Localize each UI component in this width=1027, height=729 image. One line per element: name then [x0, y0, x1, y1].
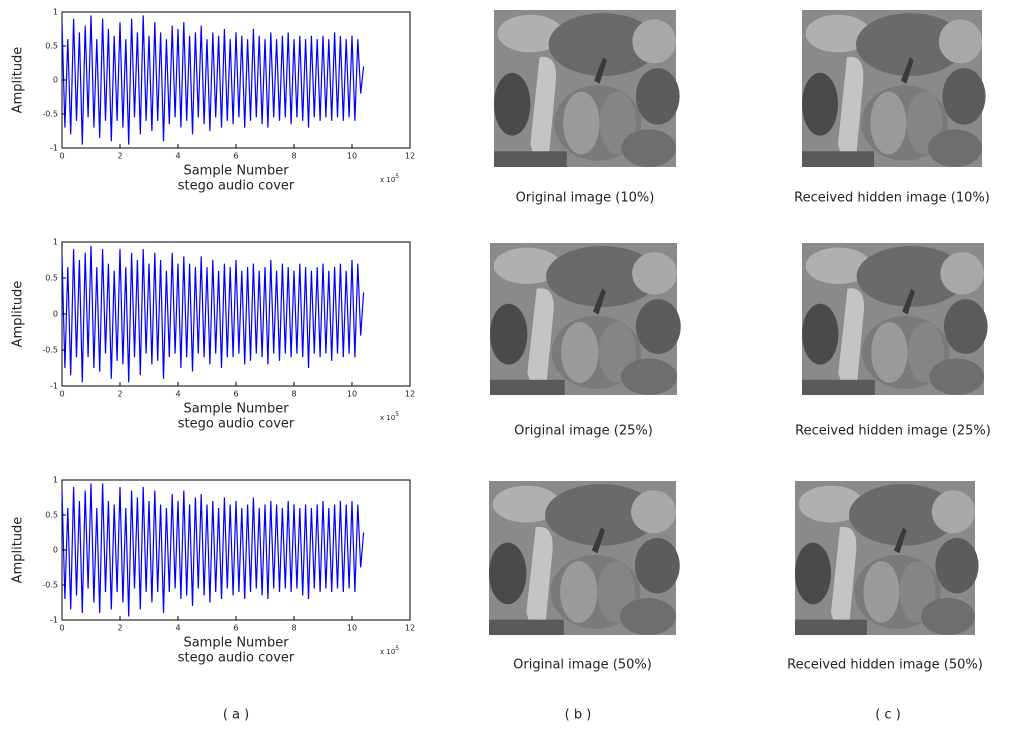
- panel-label: ( a ): [223, 708, 249, 723]
- image-caption: Received hidden image (10%): [794, 191, 990, 206]
- images: Original image (10%) Received hidden imag…: [223, 10, 991, 723]
- panel-label: ( b ): [565, 708, 592, 723]
- y-tick-label: -1: [50, 616, 58, 625]
- y-tick-label: -0.5: [42, 581, 58, 590]
- waveform: [61, 15, 365, 145]
- multiplier-exponent: 5: [395, 173, 399, 180]
- x-tick-label: 12: [405, 624, 415, 633]
- y-tick-label: -1: [50, 144, 58, 153]
- x-tick-label: 2: [117, 152, 122, 161]
- x-axis-label: Sample Number: [183, 164, 289, 179]
- waveform: [61, 483, 365, 617]
- x-tick-label: 2: [117, 624, 122, 633]
- y-axis-label: Amplitude: [11, 517, 26, 584]
- x-tick-label: 6: [233, 390, 238, 399]
- y-tick-label: 0: [53, 546, 58, 555]
- image-caption: Received hidden image (50%): [787, 658, 983, 673]
- x-tick-label: 10: [347, 624, 357, 633]
- x-tick-label: 6: [233, 624, 238, 633]
- y-tick-label: 0.5: [45, 42, 58, 51]
- x-tick-label: 2: [117, 390, 122, 399]
- y-tick-label: -0.5: [42, 110, 58, 119]
- pepper-image: [795, 481, 979, 635]
- y-tick-label: -1: [50, 382, 58, 391]
- multiplier-base: x 10: [380, 648, 395, 656]
- y-tick-label: 0.5: [45, 274, 58, 283]
- pepper-image: [802, 10, 986, 167]
- y-tick-label: 1: [53, 238, 58, 247]
- x-tick-label: 0: [59, 152, 64, 161]
- y-tick-label: 0: [53, 76, 58, 85]
- x-tick-label: 6: [233, 152, 238, 161]
- x-tick-label: 12: [405, 152, 415, 161]
- x-tick-label: 10: [347, 152, 357, 161]
- x-tick-label: 12: [405, 390, 415, 399]
- pepper-image: [490, 243, 681, 395]
- multiplier-exponent: 5: [395, 411, 399, 418]
- x-multiplier: x 105: [380, 173, 399, 185]
- x-multiplier: x 105: [380, 411, 399, 423]
- y-tick-label: 1: [53, 476, 58, 485]
- x-tick-label: 8: [291, 152, 296, 161]
- x-tick-label: 0: [59, 390, 64, 399]
- chart-caption: stego audio cover: [178, 651, 295, 666]
- x-tick-label: 4: [175, 624, 180, 633]
- x-tick-label: 4: [175, 390, 180, 399]
- x-axis-label: Sample Number: [183, 402, 289, 417]
- y-axis-label: Amplitude: [11, 281, 26, 348]
- y-tick-label: 0.5: [45, 511, 58, 520]
- image-caption: Original image (25%): [514, 424, 653, 439]
- x-tick-label: 10: [347, 390, 357, 399]
- x-tick-label: 8: [291, 390, 296, 399]
- image-caption: Received hidden image (25%): [795, 424, 991, 439]
- chart-caption: stego audio cover: [178, 179, 295, 194]
- pepper-image: [494, 10, 680, 167]
- y-axis-label: Amplitude: [11, 47, 26, 114]
- x-tick-label: 4: [175, 152, 180, 161]
- pepper-image: [802, 243, 988, 395]
- waveform: [61, 245, 365, 383]
- multiplier-base: x 10: [380, 176, 395, 184]
- y-tick-label: 1: [53, 8, 58, 17]
- x-multiplier: x 105: [380, 645, 399, 657]
- multiplier-exponent: 5: [395, 645, 399, 652]
- pepper-image: [489, 481, 680, 635]
- multiplier-base: x 10: [380, 414, 395, 422]
- image-caption: Original image (50%): [513, 658, 652, 673]
- chart-caption: stego audio cover: [178, 417, 295, 432]
- y-tick-label: -0.5: [42, 346, 58, 355]
- x-tick-label: 8: [291, 624, 296, 633]
- x-axis-label: Sample Number: [183, 636, 289, 651]
- x-tick-label: 0: [59, 624, 64, 633]
- y-tick-label: 0: [53, 310, 58, 319]
- panel-label: ( c ): [875, 708, 901, 723]
- image-caption: Original image (10%): [516, 191, 655, 206]
